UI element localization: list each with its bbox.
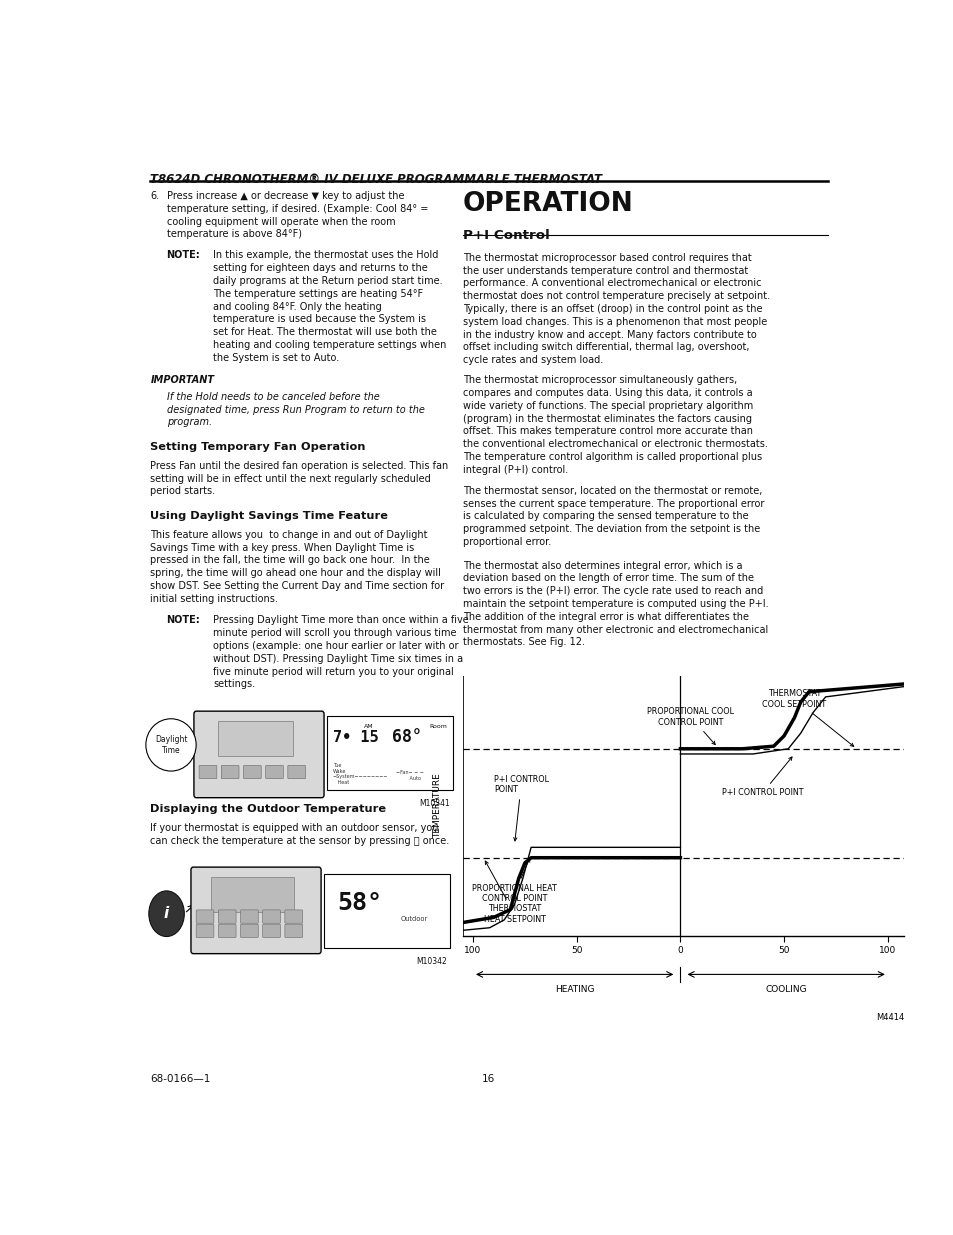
Text: IMPORTANT: IMPORTANT xyxy=(151,375,214,385)
Text: TEMPERATURE: TEMPERATURE xyxy=(433,773,442,839)
Text: Room: Room xyxy=(429,725,446,730)
FancyBboxPatch shape xyxy=(221,766,239,779)
FancyBboxPatch shape xyxy=(199,766,216,779)
Text: −Fan− − −
         Auto: −Fan− − − Auto xyxy=(395,771,423,781)
Text: If your thermostat is equipped with an outdoor sensor, you
can check the tempera: If your thermostat is equipped with an o… xyxy=(151,824,449,846)
Text: THERMOSTAT
HEAT SETPOINT: THERMOSTAT HEAT SETPOINT xyxy=(483,861,545,924)
Text: i: i xyxy=(164,906,169,921)
FancyBboxPatch shape xyxy=(262,910,280,924)
FancyBboxPatch shape xyxy=(196,924,213,937)
Text: M4414: M4414 xyxy=(875,1014,903,1023)
FancyBboxPatch shape xyxy=(218,924,235,937)
Text: 7• 15: 7• 15 xyxy=(333,730,378,745)
Text: 6.: 6. xyxy=(151,191,159,201)
FancyBboxPatch shape xyxy=(193,711,324,798)
FancyBboxPatch shape xyxy=(265,766,283,779)
Text: M10342: M10342 xyxy=(416,957,446,966)
Text: OPERATION: OPERATION xyxy=(462,191,633,217)
Text: Displaying the Outdoor Temperature: Displaying the Outdoor Temperature xyxy=(151,804,386,814)
Text: P+I CONTROL POINT: P+I CONTROL POINT xyxy=(721,757,802,798)
Text: P+I Control: P+I Control xyxy=(462,228,549,242)
Text: Pressing Daylight Time more than once within a five
minute period will scroll yo: Pressing Daylight Time more than once wi… xyxy=(213,615,469,689)
FancyBboxPatch shape xyxy=(243,766,261,779)
Text: COOLING: COOLING xyxy=(764,984,806,994)
Text: This feature allows you  to change in and out of Daylight
Savings Time with a ke: This feature allows you to change in and… xyxy=(151,530,444,604)
Text: Outdoor: Outdoor xyxy=(400,916,427,923)
Text: The thermostat sensor, located on the thermostat or remote,
senses the current s: The thermostat sensor, located on the th… xyxy=(462,485,763,547)
FancyBboxPatch shape xyxy=(218,910,235,924)
Ellipse shape xyxy=(146,719,196,771)
Text: In this example, the thermostat uses the Hold
setting for eighteen days and retu: In this example, the thermostat uses the… xyxy=(213,251,446,363)
FancyBboxPatch shape xyxy=(285,924,302,937)
Text: PROPORTIONAL COOL
CONTROL POINT: PROPORTIONAL COOL CONTROL POINT xyxy=(647,708,734,745)
Text: THERMOSTAT
COOL SETPOINT: THERMOSTAT COOL SETPOINT xyxy=(761,689,853,746)
FancyBboxPatch shape xyxy=(196,910,213,924)
Text: T8624D CHRONOTHERM® IV DELUXE PROGRAMMABLE THERMOSTAT: T8624D CHRONOTHERM® IV DELUXE PROGRAMMAB… xyxy=(151,173,601,186)
Text: Press Fan until the desired fan operation is selected. This fan
setting will be : Press Fan until the desired fan operatio… xyxy=(151,461,448,496)
Text: The thermostat also determines integral error, which is a
deviation based on the: The thermostat also determines integral … xyxy=(462,561,768,647)
Text: 68-0166—1: 68-0166—1 xyxy=(151,1074,211,1084)
FancyBboxPatch shape xyxy=(324,874,450,948)
Text: AM: AM xyxy=(364,725,374,730)
Text: Daylight
Time: Daylight Time xyxy=(154,735,187,755)
Text: NOTE:: NOTE: xyxy=(167,251,200,261)
Text: Press increase ▲ or decrease ▼ key to adjust the
temperature setting, if desired: Press increase ▲ or decrease ▼ key to ad… xyxy=(167,191,428,240)
FancyBboxPatch shape xyxy=(327,716,453,790)
FancyBboxPatch shape xyxy=(191,867,321,953)
Text: The thermostat microprocessor based control requires that
the user understands t: The thermostat microprocessor based cont… xyxy=(462,253,769,366)
Text: 16: 16 xyxy=(482,1074,495,1084)
Text: Fig. 12. Proportional temperature control
versus P+I temperature control.: Fig. 12. Proportional temperature contro… xyxy=(503,878,779,908)
Text: M10341: M10341 xyxy=(418,799,449,808)
FancyBboxPatch shape xyxy=(288,766,305,779)
Text: P+I CONTROL
POINT: P+I CONTROL POINT xyxy=(494,774,548,841)
Text: The thermostat microprocessor simultaneously gathers,
compares and computes data: The thermostat microprocessor simultaneo… xyxy=(462,375,767,474)
Text: Tue
Wake
−System−−−−−−−−
   Heat: Tue Wake −System−−−−−−−− Heat xyxy=(333,763,388,784)
FancyBboxPatch shape xyxy=(240,924,258,937)
FancyBboxPatch shape xyxy=(285,910,302,924)
Text: Using Daylight Savings Time Feature: Using Daylight Savings Time Feature xyxy=(151,511,388,521)
Text: 58°: 58° xyxy=(337,890,382,915)
Text: PROPORTIONAL HEAT
CONTROL POINT: PROPORTIONAL HEAT CONTROL POINT xyxy=(472,858,557,903)
FancyBboxPatch shape xyxy=(262,924,280,937)
Text: Setting Temporary Fan Operation: Setting Temporary Fan Operation xyxy=(151,442,365,452)
FancyBboxPatch shape xyxy=(240,910,258,924)
Circle shape xyxy=(149,890,184,936)
Text: NOTE:: NOTE: xyxy=(167,615,200,625)
Text: 68°: 68° xyxy=(392,729,421,746)
Text: If the Hold needs to be canceled before the
designated time, press Run Program t: If the Hold needs to be canceled before … xyxy=(167,391,424,427)
FancyBboxPatch shape xyxy=(217,721,293,756)
Text: HEATING: HEATING xyxy=(555,984,594,994)
FancyBboxPatch shape xyxy=(211,877,294,911)
